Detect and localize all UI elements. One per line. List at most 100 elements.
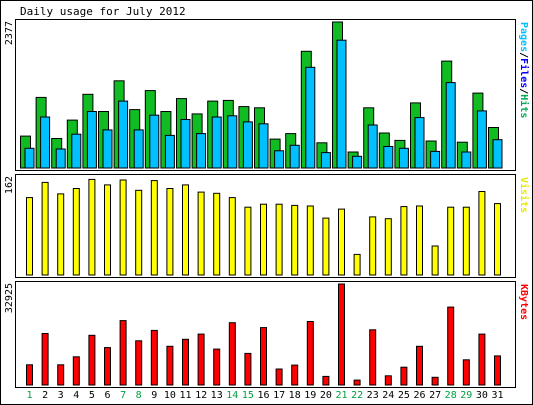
bar-visits-day-15 [244,206,252,276]
bar-files-day-23 [367,124,378,169]
bar-visits-day-25 [400,206,408,276]
bar-files-day-30 [476,110,487,169]
bar-kbytes-day-15 [244,352,252,386]
bar-kbytes-day-8 [135,340,143,386]
bar-kbytes-day-10 [166,345,174,386]
bar-visits-day-5 [88,178,96,276]
y-max-label: 2377 [4,21,15,45]
bar-visits-day-20 [322,217,330,276]
bar-files-day-4 [71,133,82,169]
legend-entry: Hits [518,94,530,118]
x-tick-label-24: 24 [382,390,394,401]
bar-files-day-31 [492,139,503,169]
bar-kbytes-day-3 [57,364,65,386]
bar-visits-day-24 [384,218,392,276]
bar-files-day-12 [196,133,207,169]
bar-visits-day-16 [260,203,267,276]
bar-kbytes-day-11 [182,338,189,386]
x-tick-label-7: 7 [120,390,126,401]
x-tick-label-25: 25 [398,390,410,401]
x-tick-label-13: 13 [211,390,223,401]
bar-kbytes-day-16 [260,327,267,386]
panel-hits-files: 2377 Pages/Files/Hits [4,19,530,171]
bar-visits-day-7 [119,179,127,276]
bar-kbytes-day-22 [353,379,361,386]
bar-kbytes-day-9 [150,329,158,386]
x-tick-label-31: 31 [491,390,503,401]
bar-kbytes-day-28 [447,306,455,386]
x-tick-label-1: 1 [26,390,32,401]
x-axis-labels: 1 2 3 4 5 6 7 8 9 10 11 12 13 14 15 16 17 18 19 20 21 22 23 24 2… [26,390,503,401]
chart-title: Daily usage for July 2012 [20,5,186,18]
bar-files-day-6 [102,129,113,169]
bar-files-day-20 [320,152,331,169]
bar-kbytes-day-29 [462,359,470,386]
bar-visits-day-22 [353,253,361,276]
bar-visits-day-17 [275,203,283,276]
x-tick-label-26: 26 [413,390,425,401]
bar-visits-day-19 [306,205,314,276]
bar-kbytes-day-1 [26,364,33,386]
x-tick-label-15: 15 [242,390,254,401]
bar-files-day-28 [445,82,456,169]
bar-files-day-13 [211,116,222,169]
x-tick-label-2: 2 [42,390,48,401]
bar-files-day-17 [274,150,285,169]
bar-files-day-11 [180,119,191,169]
bar-files-day-10 [164,134,175,169]
bar-visits-day-14 [228,197,236,276]
bar-kbytes-day-26 [416,345,423,386]
bar-visits-day-30 [478,191,486,276]
bar-kbytes-day-24 [384,375,392,386]
legend-entry: / [518,88,529,94]
y-max-label: 162 [4,176,15,194]
bar-visits-day-9 [150,180,158,276]
bar-kbytes-day-25 [400,366,408,386]
x-tick-label-8: 8 [136,390,142,401]
bar-visits-day-23 [369,216,377,276]
panel-legend: Visits [518,177,530,213]
bar-visits-day-2 [41,181,49,276]
bar-visits-day-6 [104,184,111,276]
legend-entry: / [518,52,529,58]
x-tick-label-5: 5 [89,390,95,401]
bar-files-day-9 [149,114,160,169]
bar-files-day-3 [55,148,66,169]
x-tick-label-3: 3 [58,390,64,401]
x-tick-label-19: 19 [304,390,316,401]
bar-kbytes-day-30 [478,333,486,386]
panel-visits: 162 Visits [4,174,530,278]
x-tick-label-18: 18 [289,390,301,401]
series-files [24,39,503,169]
panel-legend: Pages/Files/Hits [518,22,530,118]
bar-kbytes-day-23 [369,329,377,386]
x-tick-label-28: 28 [445,390,457,401]
bar-visits-day-10 [166,188,174,276]
x-tick-label-30: 30 [476,390,488,401]
x-tick-label-14: 14 [226,390,238,401]
bar-files-day-1 [24,147,35,169]
x-tick-label-9: 9 [151,390,157,401]
bar-files-day-16 [258,123,269,169]
legend-entry: Visits [518,177,530,213]
bar-files-day-8 [133,129,144,169]
x-tick-label-4: 4 [73,390,79,401]
bar-files-day-22 [352,155,363,169]
x-tick-label-16: 16 [257,390,269,401]
x-tick-label-23: 23 [367,390,379,401]
bar-visits-day-18 [291,204,299,276]
bar-kbytes-day-18 [291,364,299,386]
bar-files-day-19 [305,66,316,169]
bar-visits-day-29 [462,206,470,276]
bar-files-day-2 [40,116,51,169]
bar-files-day-5 [86,111,97,169]
x-tick-label-29: 29 [460,390,472,401]
bar-kbytes-day-6 [104,347,111,386]
bar-files-day-25 [398,147,409,169]
bar-visits-day-13 [213,192,221,276]
bar-kbytes-day-4 [72,356,80,386]
panel-legend: KBytes [518,284,529,320]
x-tick-label-6: 6 [104,390,110,401]
